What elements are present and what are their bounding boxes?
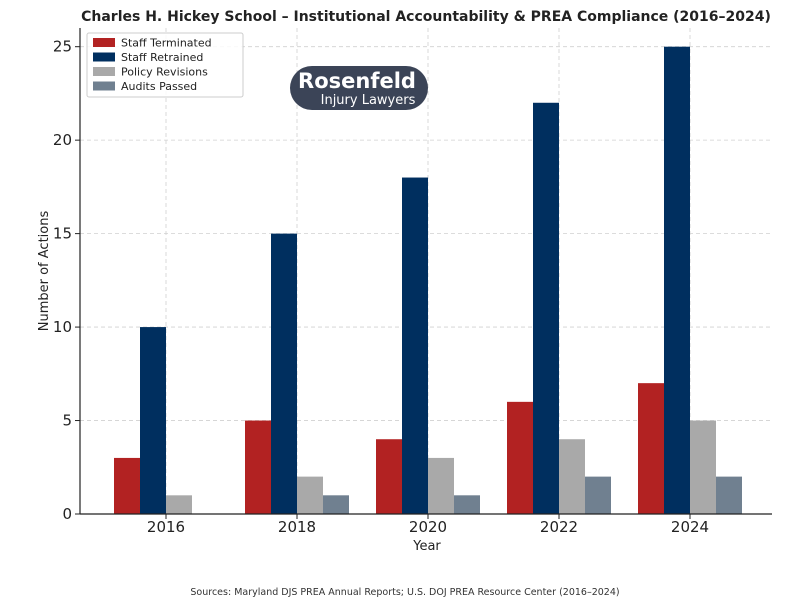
- y-tick-label: 0: [62, 505, 72, 523]
- x-axis-label: Year: [412, 539, 441, 554]
- bar-staff-terminated-2018: [245, 420, 271, 514]
- bar-staff-terminated-2024: [638, 383, 664, 514]
- logo-subtitle: Injury Lawyers: [321, 93, 416, 108]
- legend-label: Audits Passed: [121, 80, 197, 93]
- y-tick-label: 10: [53, 318, 72, 336]
- legend-label: Policy Revisions: [121, 66, 208, 79]
- logo-badge: [290, 66, 428, 110]
- y-tick-label: 5: [62, 412, 72, 430]
- bar-audits-passed-2020: [454, 495, 480, 514]
- bar-policy-revisions-2022: [559, 439, 585, 514]
- legend-box: [86, 32, 244, 98]
- bar-staff-retrained-2016: [140, 327, 166, 514]
- bar-audits-passed-2024: [716, 476, 742, 514]
- y-tick-label: 25: [53, 38, 72, 56]
- bar-staff-terminated-2020: [376, 439, 402, 514]
- bar-staff-terminated-2022: [507, 401, 533, 514]
- axes: [79, 28, 772, 515]
- bar-policy-revisions-2024: [690, 420, 716, 514]
- bar-staff-terminated-2016: [114, 457, 140, 514]
- legend-swatch: [93, 81, 115, 91]
- x-tick-label: 2022: [540, 518, 578, 536]
- bar-staff-retrained-2024: [664, 46, 690, 514]
- bar-staff-retrained-2020: [402, 177, 428, 515]
- bar-staff-retrained-2018: [271, 233, 297, 514]
- bar-audits-passed-2022: [585, 476, 611, 514]
- bar-policy-revisions-2016: [166, 495, 192, 514]
- y-axis-label: Number of Actions: [37, 211, 52, 332]
- chart-title: Charles H. Hickey School – Institutional…: [81, 9, 771, 25]
- legend-swatch: [93, 67, 115, 76]
- legend-label: Staff Terminated: [121, 37, 212, 50]
- legend-swatch: [93, 52, 115, 62]
- bar-policy-revisions-2020: [428, 457, 454, 514]
- y-tick-label: 15: [53, 225, 72, 243]
- x-tick-label: 2016: [147, 518, 185, 536]
- ticks: 0 5 10 15 20 25 2016 2018 2020 2022 2024: [53, 38, 709, 536]
- logo-title: Rosenfeld: [298, 69, 416, 93]
- x-tick-label: 2018: [278, 518, 316, 536]
- x-tick-label: 2024: [671, 518, 709, 536]
- bar-audits-passed-2018: [323, 495, 349, 514]
- legend-swatch: [93, 38, 115, 47]
- bar-policy-revisions-2018: [297, 476, 323, 514]
- bar-staff-retrained-2022: [533, 102, 559, 515]
- x-tick-label: 2020: [409, 518, 447, 536]
- y-tick-label: 20: [53, 131, 72, 149]
- brand-logo: Rosenfeld Injury Lawyers: [290, 66, 428, 110]
- bars: [114, 46, 742, 515]
- legend-label: Staff Retrained: [121, 51, 203, 64]
- source-note: Sources: Maryland DJS PREA Annual Report…: [190, 587, 619, 598]
